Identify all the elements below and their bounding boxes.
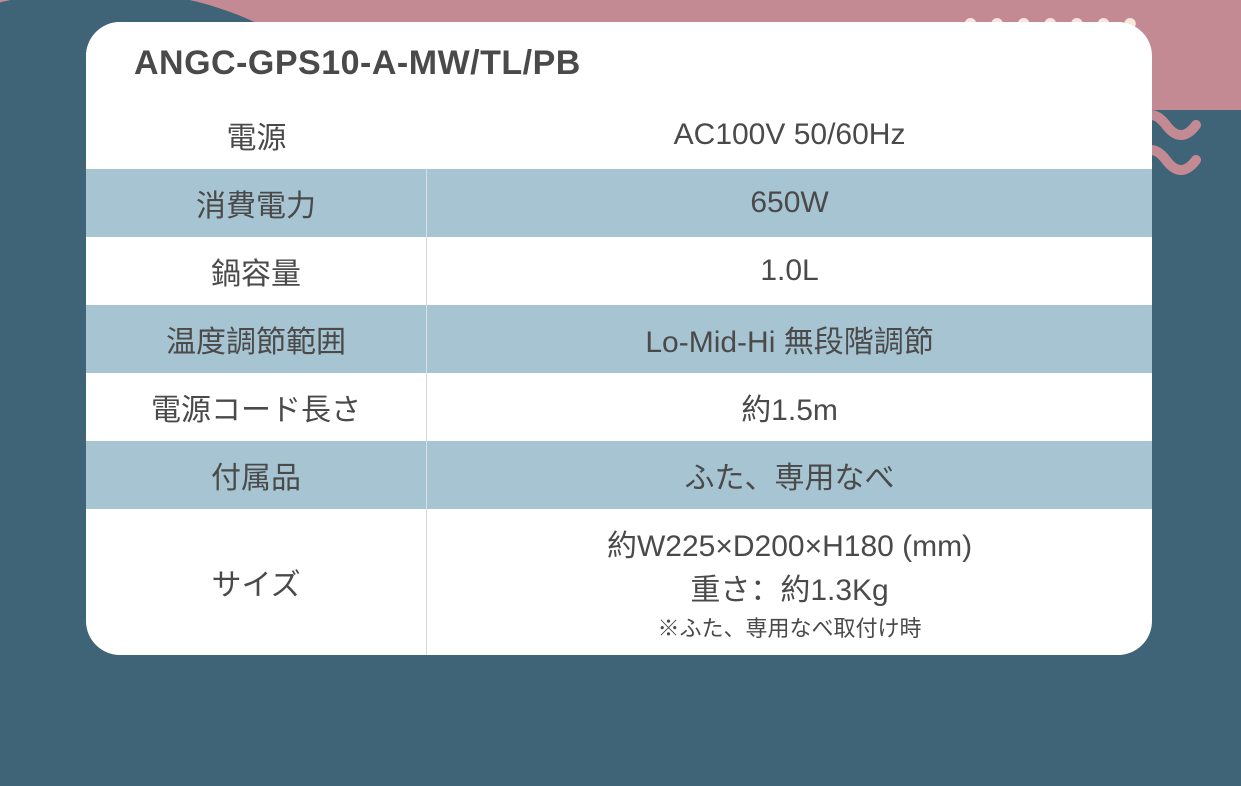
spec-value-note: ※ふた、専用なべ取付け時 [658,611,922,643]
spec-label: 鍋容量 [86,237,427,305]
table-row: 鍋容量 1.0L [86,237,1152,305]
table-row: 消費電力 650W [86,169,1152,237]
spec-value: AC100V 50/60Hz [427,101,1152,169]
spec-value: 650W [427,169,1152,237]
spec-label: 温度調節範囲 [86,305,427,373]
table-row: 付属品 ふた、専用なべ [86,441,1152,509]
spec-value: 約W225×D200×H180 (mm) 重さ：約1.3Kg ※ふた、専用なべ取… [427,509,1152,655]
product-model-title: ANGC-GPS10-A-MW/TL/PB [86,22,629,101]
spec-value: Lo-Mid-Hi 無段階調節 [427,305,1152,373]
table-row: 電源コード長さ 約1.5m [86,373,1152,441]
spec-label: 電源 [86,101,427,169]
spec-label: 付属品 [86,441,427,509]
spec-value: 約1.5m [427,373,1152,441]
table-row: 電源 AC100V 50/60Hz [86,101,1152,169]
spec-value-line1: 約W225×D200×H180 (mm) [607,521,972,565]
spec-value-line2: 重さ：約1.3Kg [690,565,888,609]
table-row: サイズ 約W225×D200×H180 (mm) 重さ：約1.3Kg ※ふた、専… [86,509,1152,655]
spec-value: 1.0L [427,237,1152,305]
table-row: 温度調節範囲 Lo-Mid-Hi 無段階調節 [86,305,1152,373]
spec-table: 電源 AC100V 50/60Hz 消費電力 650W 鍋容量 1.0L 温度調… [86,101,1152,655]
spec-card: ANGC-GPS10-A-MW/TL/PB 電源 AC100V 50/60Hz … [86,22,1152,655]
spec-label: サイズ [86,509,427,655]
spec-value: ふた、専用なべ [427,441,1152,509]
spec-label: 電源コード長さ [86,373,427,441]
spec-label: 消費電力 [86,169,427,237]
